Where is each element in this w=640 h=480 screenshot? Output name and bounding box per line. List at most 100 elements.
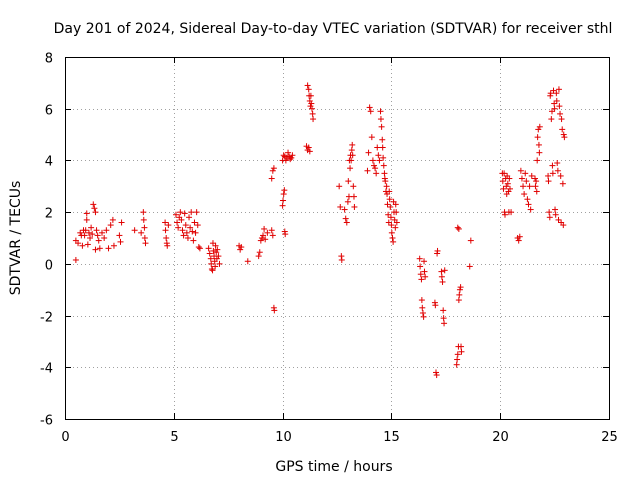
data-point: [555, 86, 562, 93]
x-tick-label: 5: [170, 430, 178, 445]
data-point: [434, 247, 441, 254]
data-point: [418, 276, 425, 283]
data-point: [282, 157, 289, 164]
data-point: [365, 149, 372, 156]
data-point: [92, 209, 99, 216]
data-point: [205, 245, 212, 252]
data-point: [103, 227, 110, 234]
data-point: [72, 256, 79, 263]
data-point: [536, 123, 543, 130]
data-point: [118, 219, 125, 226]
data-point: [417, 271, 424, 278]
data-point: [91, 205, 98, 212]
data-point: [458, 343, 465, 350]
data-point: [528, 172, 535, 179]
data-point: [183, 229, 190, 236]
data-point: [206, 250, 213, 257]
data-point: [387, 203, 394, 210]
data-point: [92, 246, 99, 253]
data-point: [131, 227, 138, 234]
data-point: [500, 185, 507, 192]
data-point: [554, 160, 561, 167]
data-point: [255, 253, 262, 260]
data-point: [309, 110, 316, 117]
x-tick-label: 15: [383, 430, 400, 445]
data-point: [456, 291, 463, 298]
data-point: [374, 144, 381, 151]
data-point: [350, 193, 357, 200]
data-point: [285, 149, 292, 156]
data-point: [385, 211, 392, 218]
data-point: [212, 242, 219, 249]
data-point: [310, 116, 317, 123]
data-point: [347, 165, 354, 172]
data-point: [351, 203, 358, 210]
data-point: [453, 361, 460, 368]
data-point: [110, 242, 117, 249]
chart-title: Day 201 of 2024, Sidereal Day-to-day VTE…: [54, 21, 613, 37]
data-point: [390, 238, 397, 245]
data-point: [107, 222, 114, 229]
data-point: [304, 82, 311, 89]
data-points: [72, 82, 568, 379]
data-point: [186, 214, 193, 221]
data-point: [212, 263, 219, 270]
data-point: [558, 116, 565, 123]
data-point: [95, 237, 102, 244]
data-point: [367, 108, 374, 115]
y-tick-label: 4: [45, 155, 53, 170]
data-point: [287, 156, 294, 163]
data-point: [98, 229, 105, 236]
data-point: [545, 172, 552, 179]
data-point: [344, 198, 351, 205]
data-point: [501, 211, 508, 218]
data-point: [550, 87, 557, 94]
data-point: [557, 110, 564, 117]
data-point: [393, 219, 400, 226]
data-point: [174, 219, 181, 226]
data-point: [385, 219, 392, 226]
y-tick-label: 6: [45, 104, 53, 119]
data-point: [368, 134, 375, 141]
data-point: [370, 162, 377, 169]
data-point: [208, 266, 215, 273]
data-point: [305, 86, 312, 93]
data-point: [546, 214, 553, 221]
data-point: [214, 246, 221, 253]
data-point: [162, 219, 169, 226]
data-point: [268, 175, 275, 182]
data-point: [517, 167, 524, 174]
data-point: [419, 309, 426, 316]
data-point: [466, 263, 473, 270]
data-point: [180, 232, 187, 239]
x-tick-labels: 0 5 10 15 20 25: [61, 430, 617, 445]
data-point: [238, 244, 245, 251]
data-point: [163, 235, 170, 241]
data-point: [560, 222, 567, 229]
data-point: [381, 170, 388, 177]
data-point: [379, 144, 386, 151]
data-point: [338, 256, 345, 263]
data-point: [555, 216, 562, 223]
data-point: [392, 201, 399, 208]
data-point: [420, 313, 427, 320]
data-point: [417, 263, 424, 270]
y-tick-label: -2: [40, 311, 53, 326]
data-point: [179, 227, 186, 234]
data-point: [349, 152, 356, 159]
data-point: [305, 144, 312, 151]
data-point: [215, 253, 222, 260]
data-point: [518, 175, 525, 182]
data-point: [416, 255, 423, 262]
data-point: [526, 183, 533, 190]
data-point: [190, 237, 197, 244]
data-point: [348, 147, 355, 154]
data-point: [386, 196, 393, 203]
grid: [65, 57, 609, 419]
data-point: [195, 244, 202, 251]
data-point: [257, 237, 264, 244]
data-point: [345, 193, 352, 200]
data-point: [268, 227, 275, 234]
y-tick-label: 2: [45, 207, 53, 222]
data-point: [366, 104, 373, 111]
